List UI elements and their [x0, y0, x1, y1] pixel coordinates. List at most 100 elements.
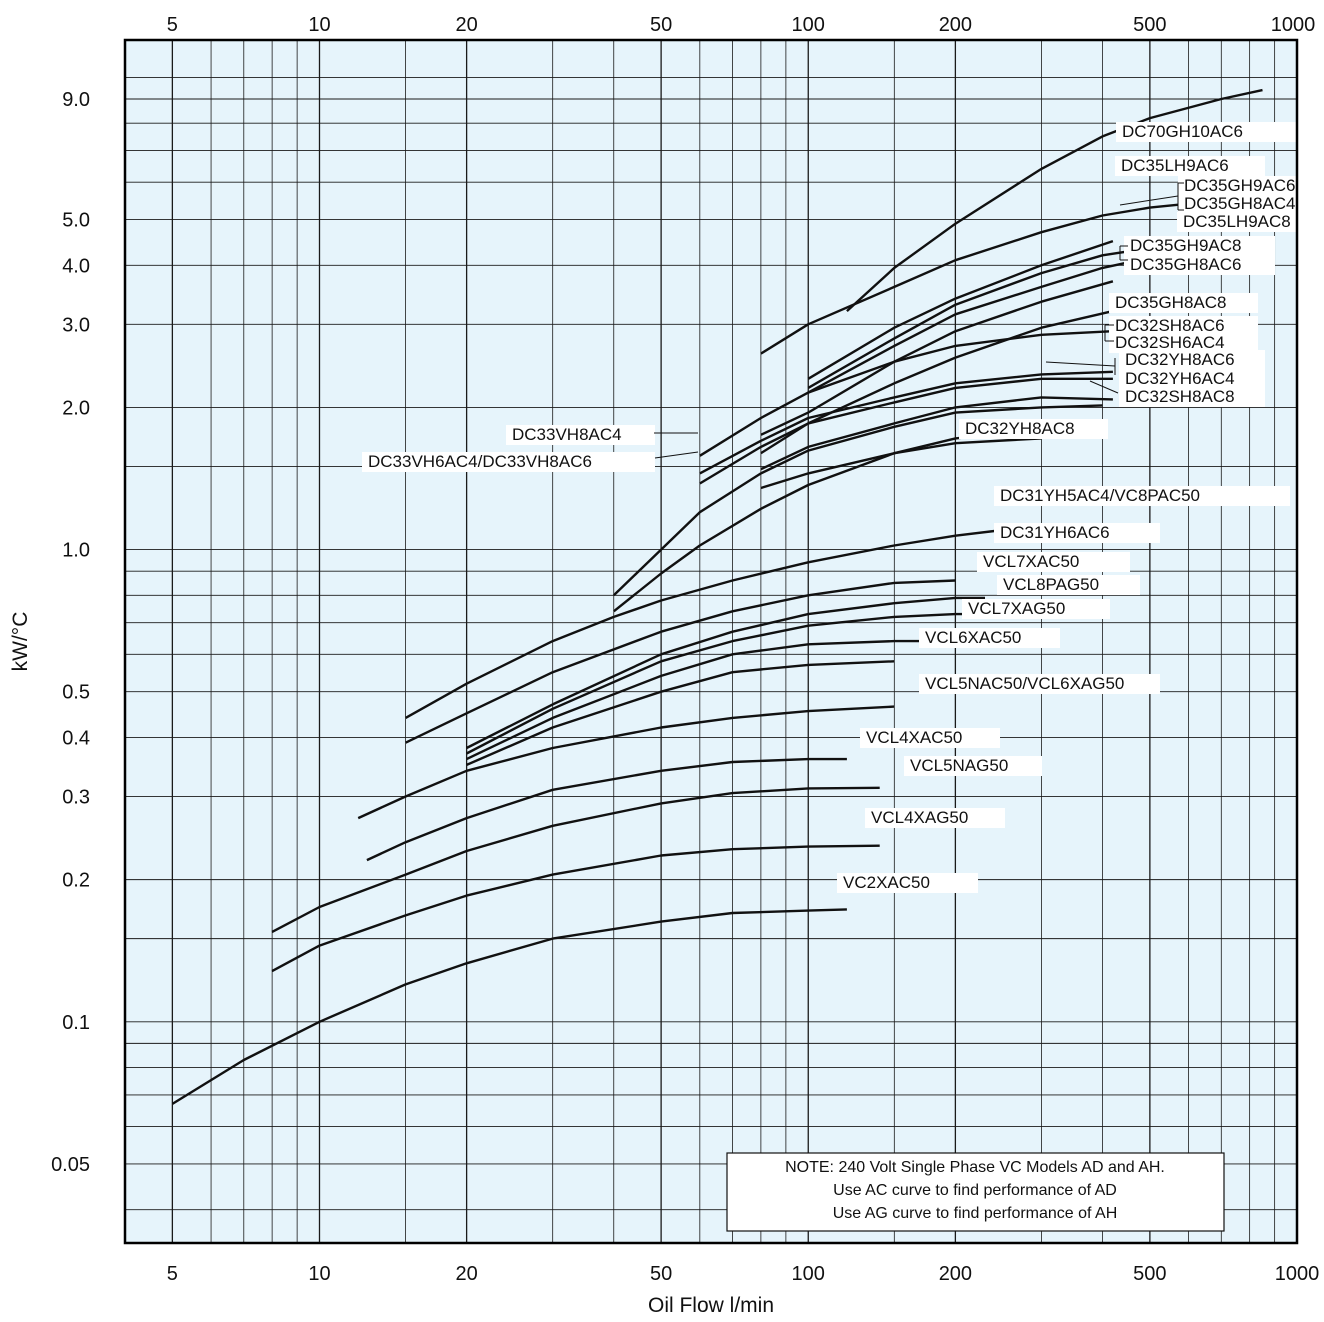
- series-label-bg: [1119, 369, 1265, 389]
- series-labels: DC70GH10AC6DC35LH9AC6DC35GH9AC6DC35GH8AC…: [362, 122, 1305, 893]
- series-label-bg: [837, 873, 978, 893]
- series-curve: [807, 256, 1151, 394]
- series-label: DC35LH9AC6: [1121, 156, 1229, 175]
- series-label: VCL5NAG50: [910, 756, 1008, 775]
- series-curve: [405, 579, 956, 744]
- x-tick-label: 5: [167, 1263, 178, 1285]
- series-label-bg: [959, 419, 1108, 439]
- series-label-bg: [994, 523, 1160, 543]
- plot-area: [125, 40, 1297, 1243]
- x-tick-label: 200: [939, 1263, 972, 1285]
- series-curve: [271, 844, 880, 973]
- series-label-bg: [1116, 122, 1305, 142]
- leader-line: [654, 451, 699, 459]
- series-label: VCL7XAG50: [968, 599, 1065, 618]
- series-label-bg: [997, 575, 1140, 595]
- series-curve: [466, 596, 985, 750]
- series-label: DC32SH6AC4: [1115, 333, 1225, 352]
- series-label: DC70GH10AC6: [1122, 122, 1243, 141]
- y-tick-label: 9.0: [62, 89, 90, 111]
- series-curve: [807, 239, 1114, 380]
- series-label: DC35GH8AC4: [1184, 194, 1296, 213]
- note-line: Use AC curve to find performance of AD: [833, 1182, 1117, 1199]
- y-tick-label: 0.1: [62, 1012, 90, 1034]
- curves: [171, 88, 1263, 1105]
- series-label: DC35LH9AC8: [1183, 212, 1291, 231]
- series-label: VCL4XAG50: [871, 808, 968, 827]
- x-tick-label: 10: [308, 1263, 330, 1285]
- series-label-bg: [1178, 194, 1305, 214]
- series-label: VCL6XAC50: [925, 628, 1021, 647]
- note-line: Use AG curve to find performance of AH: [833, 1205, 1118, 1222]
- series-label: DC32YH8AC6: [1125, 350, 1235, 369]
- series-label-bg: [1109, 293, 1258, 313]
- series-curve: [357, 705, 895, 820]
- y-tick-label: 4.0: [62, 255, 90, 277]
- series-label-bg: [506, 425, 655, 445]
- series-label-bg: [865, 808, 1005, 828]
- series-label-bg: [919, 628, 1060, 648]
- x-tick-label: 100: [792, 1263, 825, 1285]
- series-curve: [271, 786, 880, 933]
- series-curve: [760, 202, 1189, 355]
- series-label-bg: [1124, 255, 1275, 275]
- series-label: DC32SH8AC6: [1115, 316, 1225, 335]
- series-label: VCL8PAG50: [1003, 575, 1099, 594]
- x-top-tick-label: 100: [792, 14, 825, 36]
- series-curve: [466, 639, 956, 761]
- series-label: DC32SH8AC8: [1125, 387, 1235, 406]
- y-axis-title: kW/°C: [9, 612, 32, 672]
- series-label-bg: [994, 486, 1290, 506]
- series-label: DC35GH8AC6: [1130, 255, 1242, 274]
- x-top-tick-label: 200: [939, 14, 972, 36]
- series-curve: [366, 757, 847, 862]
- y-tick-label: 3.0: [62, 314, 90, 336]
- plot-frame: [123, 38, 1299, 1245]
- series-curve: [466, 612, 1003, 755]
- leader-line: [1119, 195, 1179, 206]
- x-top-tick-label: 1000: [1271, 14, 1316, 36]
- series-label-bg: [1115, 156, 1265, 176]
- x-top-tick-label: 50: [650, 14, 672, 36]
- x-top-tick-label: 5: [167, 14, 178, 36]
- y-tick-label: 0.05: [51, 1154, 90, 1176]
- series-curve: [613, 427, 1042, 613]
- series-curve: [405, 528, 1003, 719]
- series-curve: [846, 88, 1263, 312]
- series-label: DC31YH6AC6: [1000, 523, 1110, 542]
- series-curve: [699, 370, 1113, 475]
- series-label-bg: [1119, 387, 1265, 407]
- y-tick-label: 1.0: [62, 540, 90, 562]
- x-top-tick-label: 20: [455, 14, 477, 36]
- note-box: NOTE: 240 Volt Single Phase VC Models AD…: [726, 1152, 1225, 1232]
- series-label: DC32YH6AC4: [1125, 369, 1235, 388]
- series-label: DC32YH8AC8: [965, 419, 1075, 438]
- series-label: VCL4XAC50: [866, 728, 962, 747]
- leader-line: [1089, 380, 1119, 394]
- series-label-bg: [860, 728, 1000, 748]
- series-curve: [699, 330, 1113, 457]
- series-label-bg: [1119, 350, 1265, 370]
- series-label-bg: [962, 599, 1110, 619]
- series-label-bg: [362, 452, 655, 472]
- x-tick-label: 500: [1133, 1263, 1166, 1285]
- series-curve: [699, 377, 1113, 485]
- series-label-bg: [977, 552, 1130, 572]
- series-label: VCL5NAC50/VCL6XAG50: [925, 674, 1124, 693]
- y-tick-label: 2.0: [62, 397, 90, 419]
- series-label-bg: [904, 756, 1042, 776]
- leader-line: [1045, 361, 1116, 367]
- series-curve: [760, 280, 1114, 436]
- series-label-bg: [1177, 212, 1305, 232]
- y-tick-label: 0.2: [62, 870, 90, 892]
- x-top-tick-label: 10: [308, 14, 330, 36]
- y-tick-label: 0.5: [62, 682, 90, 704]
- series-label-bg: [1124, 236, 1275, 256]
- x-tick-label: 50: [650, 1263, 672, 1285]
- x-tick-label: 1000: [1275, 1263, 1320, 1285]
- series-label: DC35GH9AC8: [1130, 236, 1242, 255]
- series-label: DC31YH5AC4/VC8PAC50: [1000, 486, 1200, 505]
- series-label: DC35GH9AC6: [1184, 176, 1296, 195]
